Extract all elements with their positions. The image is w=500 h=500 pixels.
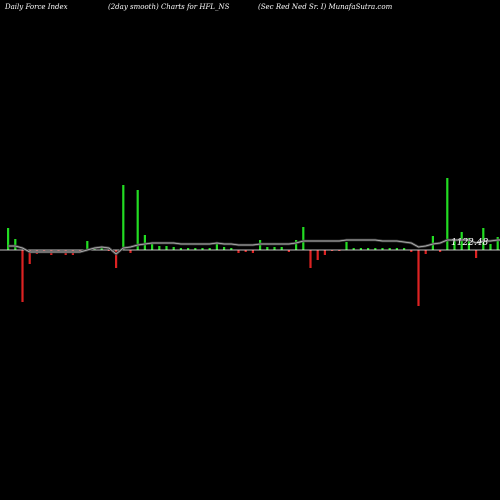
force-bar xyxy=(172,247,175,250)
force-bar xyxy=(129,250,132,253)
force-bar xyxy=(410,250,413,252)
force-bar xyxy=(158,246,161,250)
force-bar xyxy=(359,248,362,250)
force-bar xyxy=(439,250,442,252)
force-bar xyxy=(136,190,139,250)
force-bar xyxy=(100,247,103,250)
force-bar xyxy=(187,248,190,250)
force-bar xyxy=(115,250,118,268)
force-bar xyxy=(28,250,31,264)
force-bar xyxy=(287,250,290,252)
force-bar xyxy=(388,248,391,250)
smooth-line xyxy=(8,238,500,256)
force-bar xyxy=(331,250,334,251)
smooth-line-trace xyxy=(8,239,500,255)
force-bar xyxy=(237,250,240,253)
force-bar xyxy=(43,250,46,251)
force-bar xyxy=(86,241,89,250)
force-bar xyxy=(374,248,377,250)
force-bar xyxy=(179,248,182,250)
force-bar xyxy=(151,243,154,250)
force-bar xyxy=(295,240,298,250)
force-bar xyxy=(367,248,370,250)
force-bar xyxy=(208,248,211,250)
force-bar xyxy=(280,247,283,250)
force-bar xyxy=(482,228,485,250)
force-bar xyxy=(194,248,197,250)
force-bar xyxy=(21,250,24,302)
force-bar xyxy=(230,248,233,250)
last-value-label: 1122.48 xyxy=(451,238,488,248)
force-bar xyxy=(266,247,269,250)
force-bar xyxy=(352,248,355,250)
force-bar xyxy=(475,250,478,258)
force-bar xyxy=(244,250,247,252)
force-bar xyxy=(273,247,276,250)
force-bar xyxy=(201,248,204,250)
force-bar xyxy=(323,250,326,255)
force-index-bars xyxy=(7,178,499,306)
force-bar xyxy=(381,248,384,250)
force-bar xyxy=(251,250,254,253)
force-bar xyxy=(403,248,406,250)
force-bar xyxy=(424,250,427,254)
chart-symbol-title: (2day smooth) Charts for HFL_NS xyxy=(108,3,230,11)
force-bar xyxy=(417,250,420,306)
force-bar xyxy=(496,237,499,250)
force-bar xyxy=(345,242,348,250)
force-bar xyxy=(302,227,305,250)
force-bar xyxy=(215,244,218,250)
force-bar xyxy=(122,185,125,250)
force-bar xyxy=(453,241,456,250)
force-bar xyxy=(143,235,146,250)
force-bar xyxy=(467,238,470,250)
force-bar xyxy=(223,247,226,250)
force-bar xyxy=(7,228,10,250)
force-bar xyxy=(57,250,60,251)
force-bar xyxy=(309,250,312,268)
chart-indicator-title: Daily Force Index xyxy=(5,3,68,11)
force-bar xyxy=(165,246,168,250)
force-bar xyxy=(338,250,341,251)
force-bar xyxy=(489,244,492,250)
force-bar xyxy=(316,250,319,260)
force-bar xyxy=(14,239,17,250)
force-bar xyxy=(107,250,110,251)
chart-source-title: (Sec Red Ned Sr. I) MunafaSutra.com xyxy=(258,3,393,11)
force-bar xyxy=(395,248,398,250)
force-bar xyxy=(446,178,449,250)
